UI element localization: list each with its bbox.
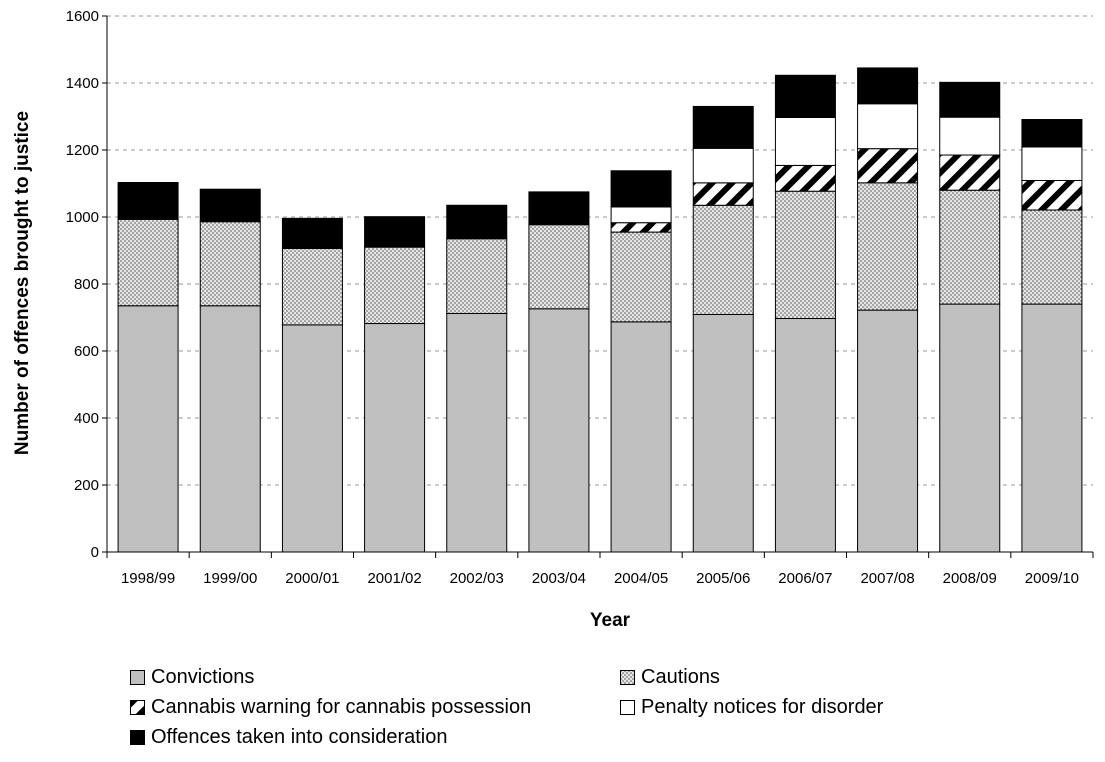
- x-tick-label: 2006/07: [778, 570, 832, 587]
- bar-segment-cautions: [857, 182, 919, 311]
- x-tick-label: 2001/02: [367, 570, 421, 587]
- axes: [102, 15, 1094, 558]
- legend-item-penalty-notices: Penalty notices for disorder: [620, 696, 883, 719]
- bar-segment-convictions: [857, 309, 919, 553]
- bar-segment-penalty-notices-for-disorder: [1021, 146, 1083, 181]
- x-tick-label: 2008/09: [943, 570, 997, 587]
- bar-segment-penalty-notices-for-disorder: [857, 103, 919, 150]
- y-tick-label: 200: [74, 477, 99, 494]
- bar-segment-convictions: [1021, 303, 1083, 553]
- bar-segment-convictions: [610, 321, 672, 553]
- legend-label: Offences taken into consideration: [151, 726, 448, 748]
- bar-segment-cannabis-warning-for-cannabis-possession: [939, 154, 1001, 191]
- bar-segment-offences-taken-into-consideration: [692, 105, 754, 149]
- bar-segment-cannabis-warning-for-cannabis-possession: [774, 164, 836, 192]
- bar-segment-offences-taken-into-consideration: [939, 81, 1001, 118]
- bar-segment-cannabis-warning-for-cannabis-possession: [610, 222, 672, 233]
- bars-layer: [117, 67, 1083, 553]
- bar-segment-cautions: [281, 247, 343, 326]
- bar-segment-penalty-notices-for-disorder: [610, 206, 672, 224]
- bar-segment-offences-taken-into-consideration: [446, 204, 508, 240]
- bar-segment-offences-taken-into-consideration: [281, 217, 343, 249]
- legend-swatch-icon: [130, 729, 145, 745]
- x-tick-label: 2000/01: [285, 570, 339, 587]
- legend-item-cautions: Cautions: [620, 666, 720, 689]
- legend-label: Cautions: [641, 666, 720, 688]
- bar-segment-offences-taken-into-consideration: [199, 188, 261, 223]
- bar-segment-penalty-notices-for-disorder: [692, 147, 754, 184]
- bar-segment-penalty-notices-for-disorder: [939, 116, 1001, 156]
- x-tick-label: 2003/04: [532, 570, 586, 587]
- legend-item-offences-tic: Offences taken into consideration: [130, 726, 447, 749]
- bar-segment-offences-taken-into-consideration: [528, 191, 590, 226]
- bar-segment-convictions: [939, 303, 1001, 553]
- bar-segment-convictions: [774, 318, 836, 553]
- bar-segment-convictions: [692, 313, 754, 553]
- x-tick-label: 2005/06: [696, 570, 750, 587]
- y-tick-label: 1400: [66, 75, 99, 92]
- x-tick-labels: 1998/99 1999/00 2000/01 2001/02 2002/03 2003/…: [121, 570, 1079, 587]
- bar-segment-cautions: [939, 189, 1001, 305]
- y-tick-label: 1200: [66, 142, 99, 159]
- bar-segment-offences-taken-into-consideration: [1021, 119, 1083, 148]
- y-tick-label: 400: [74, 410, 99, 427]
- x-tick-label: 1998/99: [121, 570, 175, 587]
- bar-segment-convictions: [281, 324, 343, 553]
- bar-segment-cautions: [528, 224, 590, 310]
- y-tick-label: 800: [74, 276, 99, 293]
- bar-segment-cautions: [774, 190, 836, 320]
- x-tick-label: 2004/05: [614, 570, 668, 587]
- bar-segment-offences-taken-into-consideration: [364, 216, 426, 248]
- bar-segment-convictions: [528, 308, 590, 553]
- bar-segment-offences-taken-into-consideration: [857, 67, 919, 105]
- x-tick-label: 2007/08: [860, 570, 914, 587]
- bar-segment-offences-taken-into-consideration: [610, 170, 672, 208]
- bar-segment-cautions: [364, 246, 426, 325]
- y-tick-labels: 0 200 400 600 800 1000 1200 1400 1600: [66, 8, 99, 561]
- bar-segment-cautions: [692, 204, 754, 315]
- y-tick-label: 0: [91, 544, 99, 561]
- legend-label: Penalty notices for disorder: [641, 696, 884, 718]
- bar-segment-offences-taken-into-consideration: [117, 181, 179, 220]
- legend-swatch-icon: [620, 699, 635, 715]
- legend-label: Cannabis warning for cannabis possession: [151, 696, 532, 718]
- y-tick-label: 1000: [66, 209, 99, 226]
- legend-swatch-icon: [130, 669, 145, 685]
- x-tick-label: 2009/10: [1025, 570, 1079, 587]
- bar-segment-cautions: [446, 238, 508, 314]
- x-tick-label: 1999/00: [203, 570, 257, 587]
- bar-segment-cannabis-warning-for-cannabis-possession: [1021, 179, 1083, 211]
- y-tick-label: 1600: [66, 8, 99, 25]
- bar-segment-convictions: [117, 305, 179, 553]
- legend-label: Convictions: [151, 666, 255, 688]
- bar-segment-cannabis-warning-for-cannabis-possession: [857, 148, 919, 184]
- bar-segment-cautions: [199, 221, 261, 307]
- bar-segment-convictions: [364, 323, 426, 553]
- legend-swatch-icon: [130, 699, 145, 715]
- bar-segment-convictions: [199, 305, 261, 553]
- bar-segment-cannabis-warning-for-cannabis-possession: [692, 182, 754, 206]
- bar-segment-penalty-notices-for-disorder: [774, 117, 836, 166]
- bar-segment-cautions: [610, 231, 672, 323]
- y-tick-label: 600: [74, 343, 99, 360]
- legend-item-cannabis-warning: Cannabis warning for cannabis possession: [130, 696, 531, 719]
- legend-item-convictions: Convictions: [130, 666, 254, 689]
- bar-segment-cautions: [1021, 209, 1083, 305]
- legend-swatch-icon: [620, 669, 635, 685]
- bar-segment-cautions: [117, 218, 179, 307]
- x-tick-label: 2002/03: [450, 570, 504, 587]
- y-axis-title: Number of offences brought to justice: [12, 111, 33, 455]
- x-axis-title: Year: [590, 610, 631, 631]
- bar-segment-offences-taken-into-consideration: [774, 74, 836, 119]
- bar-segment-convictions: [446, 312, 508, 553]
